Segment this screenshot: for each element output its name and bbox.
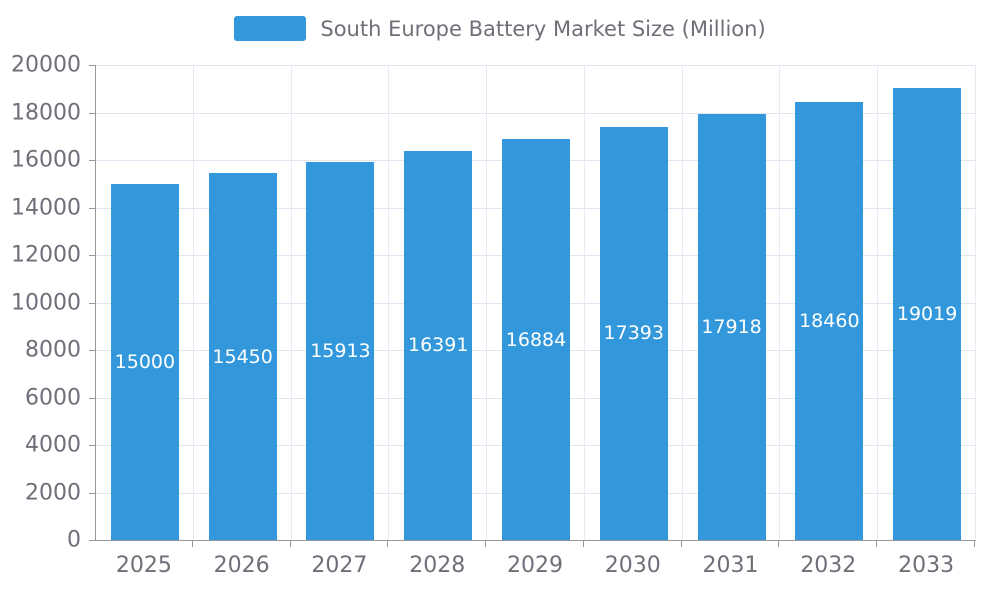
- vertical-gridline: [388, 65, 390, 540]
- bar-value-label: 15450: [212, 345, 273, 368]
- bar-2029[interactable]: 16884: [502, 139, 570, 540]
- y-tick-label: 16000: [11, 147, 81, 173]
- x-tick-label: 2030: [604, 553, 661, 578]
- y-tick-label: 2000: [25, 480, 81, 505]
- y-tick-mark: [89, 207, 95, 209]
- vertical-gridline: [975, 65, 976, 540]
- legend-swatch[interactable]: [234, 16, 307, 41]
- x-tick-label: 2029: [506, 553, 563, 578]
- y-tick-mark: [89, 65, 95, 66]
- bar-2031[interactable]: 17918: [697, 114, 766, 540]
- bar-series: 15000 15450 15913 16391 16884 17393 17918 18460…: [96, 65, 976, 540]
- y-tick-mark: [89, 112, 95, 114]
- x-tick-label: 2032: [800, 553, 857, 578]
- bar-2032[interactable]: 18460: [795, 101, 864, 540]
- y-tick-label: 10000: [11, 290, 81, 315]
- bar-value-label: 15913: [310, 340, 371, 363]
- vertical-gridline: [290, 65, 292, 540]
- x-tick-mark: [582, 541, 584, 547]
- y-tick-mark: [89, 492, 95, 494]
- x-tick-mark: [778, 541, 780, 547]
- y-tick-label: 18000: [11, 100, 81, 125]
- plot-area: 15000 15450 15913 16391 16884 17393 17918 18460…: [95, 65, 976, 541]
- bar-2027[interactable]: 15913: [306, 162, 375, 540]
- x-tick-label: 2028: [409, 553, 466, 578]
- y-tick-mark: [89, 540, 95, 541]
- x-tick-mark: [387, 541, 389, 547]
- bar-value-label: 17918: [701, 316, 762, 339]
- y-axis: 0 2000 4000 6000 8000 10000 12000 14000 16000 180…: [0, 53, 95, 553]
- vertical-gridline: [779, 65, 781, 540]
- y-tick-mark: [89, 397, 95, 399]
- x-tick-mark: [974, 541, 975, 547]
- bar-value-label: 16884: [505, 328, 567, 351]
- y-tick-label: 12000: [11, 242, 81, 268]
- bar-value-label: 16391: [407, 334, 469, 357]
- legend-label[interactable]: South Europe Battery Market Size (Millio…: [320, 16, 766, 41]
- bar-2033[interactable]: 19019: [893, 88, 962, 540]
- bar-value-label: 15000: [114, 350, 176, 373]
- x-tick-mark: [191, 541, 193, 547]
- vertical-gridline: [583, 65, 585, 540]
- x-tick-label: 2025: [115, 553, 172, 578]
- gridline: [96, 112, 976, 114]
- vertical-gridline: [681, 65, 683, 540]
- bar-value-label: 17393: [603, 322, 664, 345]
- y-tick-label: 4000: [25, 432, 81, 458]
- vertical-gridline: [877, 65, 879, 540]
- x-tick-label: 2033: [898, 553, 955, 578]
- bar-2026[interactable]: 15450: [208, 173, 277, 540]
- x-axis: 2025 2026 2027 2028 2029 2030 2031 2032 2033: [95, 541, 975, 591]
- y-tick-label: 20000: [11, 52, 81, 78]
- y-tick-mark: [89, 160, 95, 161]
- bar-value-label: 19019: [896, 303, 958, 326]
- legend[interactable]: South Europe Battery Market Size (Millio…: [0, 16, 1000, 41]
- vertical-gridline: [486, 65, 488, 540]
- y-tick-mark: [89, 255, 95, 256]
- x-tick-label: 2027: [311, 553, 368, 578]
- bar-2028[interactable]: 16391: [404, 150, 473, 540]
- x-tick-label: 2026: [213, 553, 270, 578]
- bar-2030[interactable]: 17393: [599, 126, 668, 540]
- x-tick-mark: [876, 541, 878, 547]
- y-tick-mark: [89, 350, 95, 351]
- y-tick-label: 14000: [11, 195, 81, 220]
- y-tick-mark: [89, 302, 95, 304]
- y-tick-label: 8000: [25, 337, 81, 363]
- y-tick-label: 0: [67, 527, 81, 553]
- x-tick-mark: [289, 541, 291, 547]
- x-tick-label: 2031: [702, 553, 759, 578]
- x-tick-mark: [485, 541, 487, 547]
- y-tick-label: 6000: [25, 385, 81, 410]
- gridline: [96, 65, 976, 66]
- y-tick-mark: [89, 445, 95, 446]
- x-tick-mark: [680, 541, 682, 547]
- bar-2025[interactable]: 15000: [110, 183, 179, 540]
- bar-value-label: 18460: [799, 309, 860, 332]
- vertical-gridline: [192, 65, 194, 540]
